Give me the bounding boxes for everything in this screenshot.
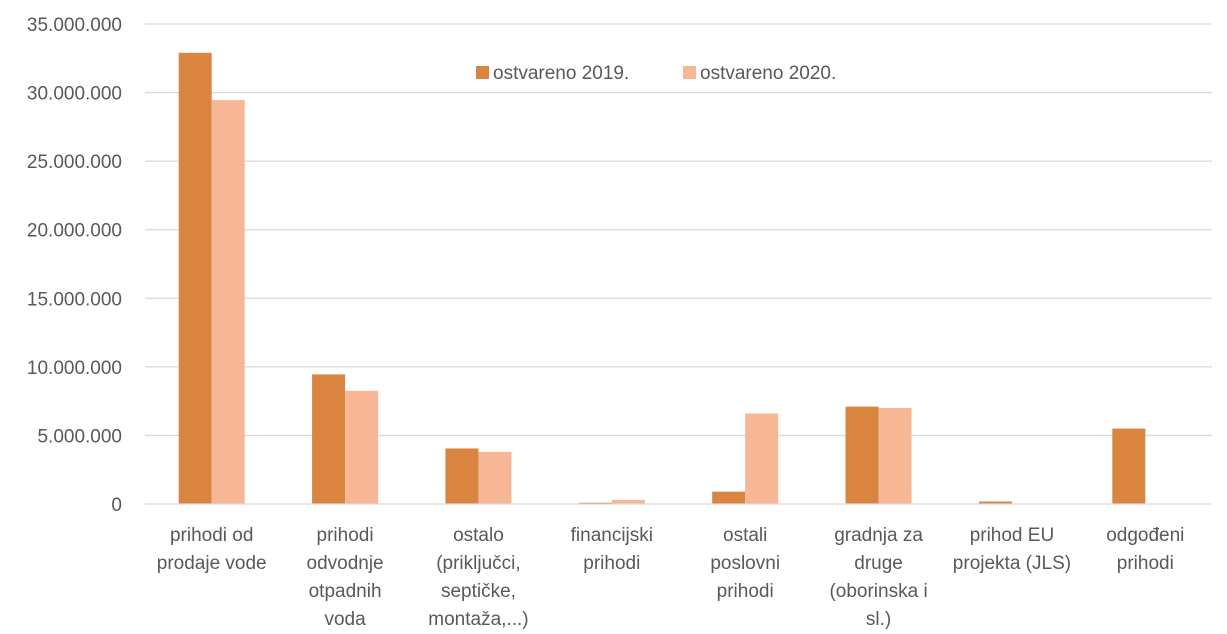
x-category-label-line: financijski	[571, 525, 653, 546]
x-category-label-line: montaža,...)	[428, 609, 528, 630]
bar-2019	[445, 448, 479, 504]
x-category-label-line: odvodnje	[307, 553, 384, 574]
bar-2019	[978, 501, 1012, 504]
x-category-label: financijski prihodi	[571, 525, 653, 574]
bar-2019	[312, 374, 346, 504]
y-tick-label: 35.000.000	[27, 15, 122, 36]
x-category-label: prihodi od prodaje vode	[157, 525, 267, 574]
legend: ostvareno 2019. ostvareno 2020.	[476, 63, 836, 84]
x-category-label: odgođeni prihodi	[1106, 525, 1184, 574]
bar-2020	[745, 413, 779, 504]
gridlines	[145, 23, 1212, 437]
bar-2020	[878, 408, 912, 504]
y-tick-label: 20.000.000	[27, 221, 122, 242]
category-labels: prihodi od prodaje vode prihodi odvodnje otp…	[157, 525, 1185, 630]
y-tick-label: 30.000.000	[27, 84, 122, 105]
bar-2020	[211, 100, 245, 504]
bar-2019	[1112, 428, 1146, 504]
x-category-label-line: ostali	[723, 525, 767, 546]
x-category-label-line: prihodi	[717, 581, 774, 602]
bar-2020	[611, 499, 645, 504]
bars	[178, 52, 1146, 505]
x-category-label-line: sl.)	[866, 609, 891, 630]
y-tick-label: 25.000.000	[27, 152, 122, 173]
x-category-label-line: prihodi	[1117, 553, 1174, 574]
x-category-label: gradnja za druge (oborinska i sl.)	[829, 525, 927, 630]
x-category-label-line: prodaje vode	[157, 553, 267, 574]
x-category-label-line: projekta (JLS)	[953, 553, 1071, 574]
x-category-label: prihod EU projekta (JLS)	[953, 525, 1071, 574]
x-category-label-line: ostalo	[453, 525, 504, 546]
y-tick-label: 0	[111, 495, 122, 516]
x-category-label-line: septičke,	[441, 581, 516, 602]
x-category-label-line: druge	[854, 553, 903, 574]
legend-swatch	[683, 66, 696, 79]
x-category-label-line: odgođeni	[1106, 525, 1184, 546]
x-category-label: ostalo (priključci, septičke, montaža,...)	[428, 525, 528, 630]
x-category-label-line: prihodi	[317, 525, 374, 546]
x-category-label-line: prihodi	[583, 553, 640, 574]
x-category-label: prihodi odvodnje otpadnih voda	[307, 525, 384, 630]
x-category-label: ostali poslovni prihodi	[710, 525, 780, 602]
x-category-label-line: (oborinska i	[829, 581, 927, 602]
bar-2019	[178, 52, 212, 505]
x-category-label-line: gradnja za	[834, 525, 923, 546]
y-axis-ticks: 0 5.000.000 10.000.000 15.000.000 20.000.000…	[27, 15, 122, 516]
x-category-label-line: prihodi od	[170, 525, 253, 546]
y-tick-label: 5.000.000	[37, 426, 122, 447]
legend-label: ostvareno 2020.	[700, 63, 836, 84]
x-category-label-line: (priključci,	[436, 553, 520, 574]
legend-label: ostvareno 2019.	[493, 63, 629, 84]
bar-2019	[712, 491, 746, 504]
x-category-label-line: poslovni	[710, 553, 780, 574]
y-tick-label: 15.000.000	[27, 289, 122, 310]
x-category-label-line: voda	[324, 609, 366, 630]
legend-swatch	[476, 66, 489, 79]
bar-2020	[345, 390, 379, 504]
x-category-label-line: prihod EU	[970, 525, 1055, 546]
bar-2019	[845, 406, 879, 504]
y-tick-label: 10.000.000	[27, 358, 122, 379]
x-category-label-line: otpadnih	[309, 581, 382, 602]
bar-2020	[478, 451, 512, 504]
